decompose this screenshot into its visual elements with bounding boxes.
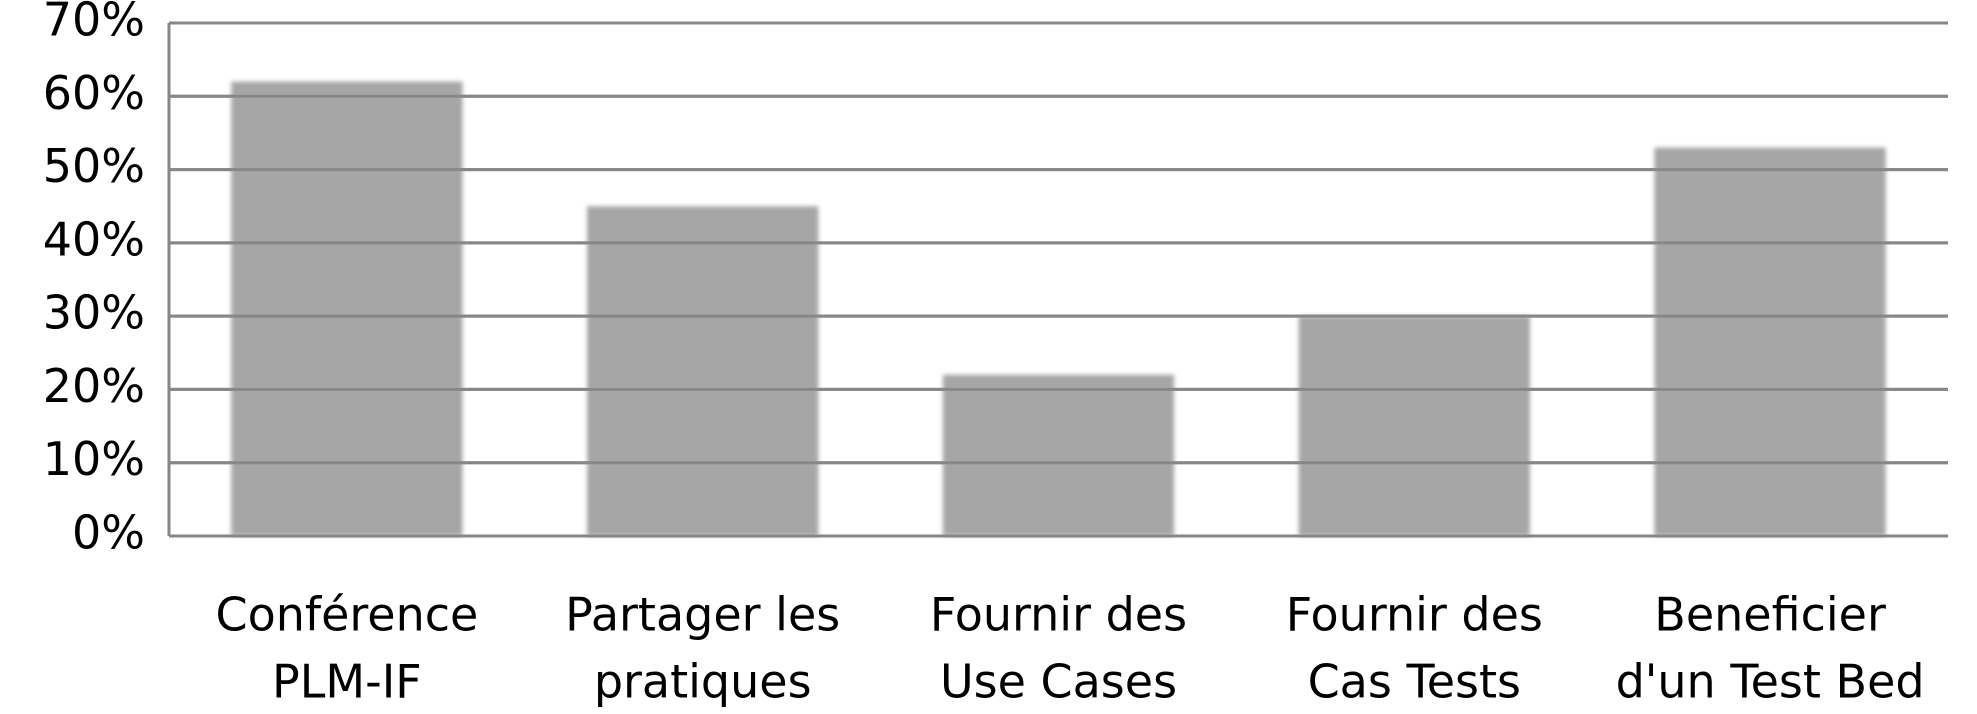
y-tick-label: 60%: [43, 66, 145, 120]
x-tick-label: Cas Tests: [1308, 655, 1521, 709]
y-tick-label: 20%: [43, 359, 145, 413]
y-tick-label: 70%: [43, 0, 145, 47]
x-tick-label: Beneficier: [1654, 588, 1886, 642]
y-tick-label: 0%: [72, 506, 145, 560]
y-tick-label: 50%: [43, 139, 145, 193]
x-tick-label: pratiques: [594, 655, 812, 709]
x-tick-label: Partager les: [565, 588, 840, 642]
x-tick-label: d'un Test Bed: [1616, 655, 1925, 709]
bar: [1654, 147, 1886, 537]
x-tick-label: Use Cases: [940, 655, 1177, 709]
x-tick-label: Conférence: [215, 588, 478, 642]
y-tick-label: 10%: [43, 432, 145, 486]
bar: [587, 206, 819, 536]
x-tick-label: Fournir des: [930, 588, 1187, 642]
x-tick-label: Fournir des: [1286, 588, 1543, 642]
x-tick-label: PLM-IF: [272, 655, 422, 709]
bar: [1298, 316, 1530, 536]
bar: [942, 374, 1175, 536]
bar: [231, 81, 463, 536]
y-tick-label: 40%: [43, 212, 145, 266]
y-tick-label: 30%: [43, 286, 145, 340]
